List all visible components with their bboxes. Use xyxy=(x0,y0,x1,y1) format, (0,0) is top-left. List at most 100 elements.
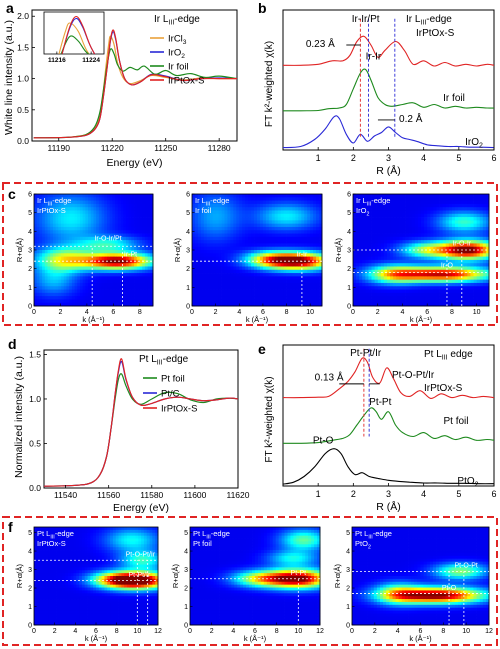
heatmap-cell xyxy=(268,233,273,238)
heatmap-cell xyxy=(464,207,468,211)
heatmap-cell xyxy=(82,226,86,231)
heatmap-cell xyxy=(424,282,428,287)
heatmap-cell xyxy=(390,250,394,254)
heatmap-cell xyxy=(147,213,151,218)
heatmap-cell xyxy=(200,207,205,211)
heatmap-cell xyxy=(36,541,41,545)
heatmap-cell xyxy=(58,253,62,257)
heatmap-cell xyxy=(353,230,357,234)
heatmap-cell xyxy=(292,213,296,218)
heatmap-cell xyxy=(280,256,284,261)
heatmap-cell xyxy=(254,282,258,287)
y-tick-label: 1.0 xyxy=(29,394,41,404)
heatmap-cell xyxy=(251,250,255,254)
heatmap-cell xyxy=(277,226,282,231)
heatmap-cell xyxy=(230,236,234,241)
heatmap-cell xyxy=(233,223,237,228)
heatmap-cell xyxy=(464,246,468,251)
heatmap-cell xyxy=(319,240,323,244)
heatmap-cell xyxy=(101,230,105,234)
heatmap-cell xyxy=(134,197,138,201)
heatmap-cell xyxy=(430,273,434,277)
heatmap-cell xyxy=(82,207,86,211)
heatmap-cell xyxy=(304,269,308,274)
heatmap-cell xyxy=(66,207,70,211)
heatmap-cell xyxy=(421,302,425,307)
heatmap-cell xyxy=(107,253,111,257)
heatmap-cell xyxy=(295,289,299,294)
heatmap-cell xyxy=(451,220,456,225)
heatmap-cell xyxy=(39,230,43,234)
heatmap-cell xyxy=(230,273,234,277)
heatmap-cell xyxy=(77,292,81,297)
heatmap-cell xyxy=(405,269,410,274)
heatmap-cell xyxy=(455,223,459,228)
heatmap-cell xyxy=(455,263,459,267)
heatmap-cell xyxy=(50,253,54,257)
heatmap-cell xyxy=(374,194,379,198)
heatmap-cell xyxy=(396,240,400,244)
heatmap-cell xyxy=(109,226,113,231)
heatmap-cell xyxy=(50,576,55,580)
heatmap-cell xyxy=(393,302,397,307)
x-tick-label: 0 xyxy=(351,309,355,316)
heatmap-cell xyxy=(212,263,217,267)
heatmap-cell xyxy=(115,207,119,211)
heatmap-cell xyxy=(436,292,440,297)
heatmap-cell xyxy=(245,200,249,205)
heatmap-cell xyxy=(39,604,43,609)
heatmap-cell xyxy=(442,256,447,261)
heatmap-cell xyxy=(292,200,296,205)
heatmap-cell xyxy=(144,296,148,300)
heatmap-cell xyxy=(44,266,48,271)
heatmap-cell xyxy=(301,240,305,244)
heatmap-cell xyxy=(383,263,388,267)
heatmap-cell xyxy=(274,203,279,208)
heatmap-cell xyxy=(479,213,484,218)
heatmap-cell xyxy=(239,210,243,215)
heatmap-cell xyxy=(408,236,413,241)
heatmap-cell xyxy=(85,282,89,287)
heatmap-cell xyxy=(200,253,205,257)
heatmap-cell xyxy=(50,550,55,554)
heatmap-cell xyxy=(458,296,462,300)
heatmap-cell xyxy=(461,276,465,281)
heatmap-cell xyxy=(147,302,151,307)
heatmap-cell xyxy=(421,197,425,201)
heatmap-cell xyxy=(380,282,385,287)
heatmap-cell xyxy=(227,292,231,297)
heatmap-cell xyxy=(120,296,124,300)
heatmap-cell xyxy=(209,292,214,297)
heatmap-cell xyxy=(55,292,59,297)
heatmap-cell xyxy=(69,292,73,297)
heatmap-cell xyxy=(34,599,38,603)
heatmap-cell xyxy=(380,279,385,284)
heatmap-cell xyxy=(448,266,453,271)
heatmap-cell xyxy=(254,256,258,261)
heatmap-cell xyxy=(125,213,130,218)
heatmap-cell xyxy=(310,217,314,221)
heatmap-cell xyxy=(93,259,97,264)
heatmap-cell xyxy=(251,194,255,198)
annotation: 0.23 Å xyxy=(306,37,335,50)
heatmap-cell xyxy=(390,217,394,221)
heatmap-cell xyxy=(421,273,425,277)
heatmap-cell xyxy=(283,233,287,238)
heatmap-cell xyxy=(63,250,67,254)
heatmap-cell xyxy=(142,246,146,251)
heatmap-cell xyxy=(380,263,385,267)
heatmap-cell xyxy=(280,259,284,264)
heatmap-cell xyxy=(107,223,111,228)
heatmap-cell xyxy=(280,266,284,271)
heatmap-cell xyxy=(439,194,444,198)
heatmap-cell xyxy=(368,203,372,208)
heatmap-cell xyxy=(371,200,376,205)
heatmap-cell xyxy=(310,236,314,241)
heatmap-cell xyxy=(451,266,456,271)
heatmap-cell xyxy=(356,240,360,244)
heatmap-cell xyxy=(464,230,468,234)
heatmap-cell xyxy=(307,200,311,205)
heatmap-cell xyxy=(482,220,487,225)
heatmap-cell xyxy=(451,276,456,281)
heatmap-cell xyxy=(399,276,403,281)
